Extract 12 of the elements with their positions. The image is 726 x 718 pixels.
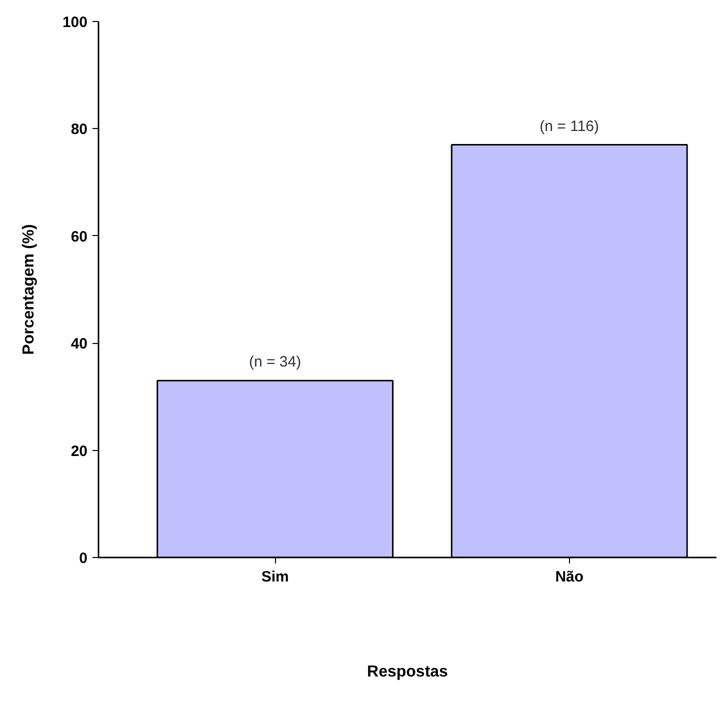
y-tick-label: 0	[79, 550, 88, 567]
y-tick-label: 100	[62, 14, 88, 31]
y-tick-label: 80	[70, 121, 88, 138]
annotation: (n = 34)	[249, 354, 302, 371]
y-tick-label: 60	[70, 228, 88, 246]
x-axis-title: Respostas	[367, 664, 448, 680]
y-axis-title: Porcentagem (%)	[20, 224, 38, 355]
x-tick-label: Não	[555, 568, 584, 586]
y-tick-label: 40	[70, 336, 88, 353]
annotation: (n = 116)	[540, 118, 600, 135]
y-tick-label: 20	[70, 442, 88, 460]
x-tick-label: Sim	[261, 568, 289, 586]
